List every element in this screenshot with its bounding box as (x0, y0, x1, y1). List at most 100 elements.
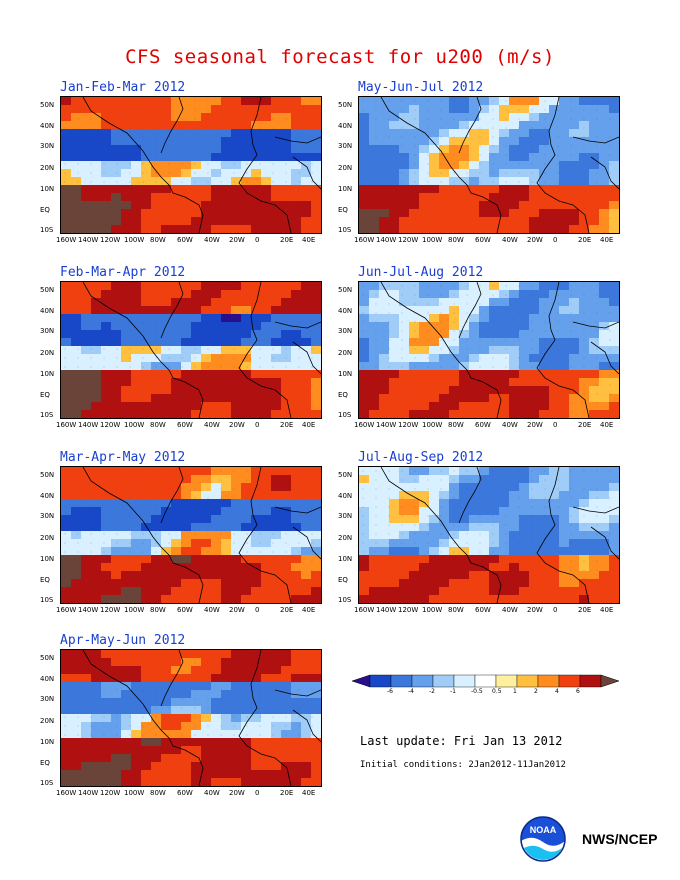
lat-label: 10S (338, 411, 352, 419)
color-legend: -6 -4 -2 -1 -0.5 0.5 1 2 4 6 (352, 674, 628, 698)
lat-label: 10S (338, 226, 352, 234)
lon-label: 60W (475, 236, 491, 244)
lon-label: 140W (376, 421, 397, 429)
panel-title: May-Jun-Jul 2012 (358, 80, 484, 95)
lon-label: 100W (124, 606, 145, 614)
lon-label: 160W (354, 236, 375, 244)
panel-title: Feb-Mar-Apr 2012 (60, 265, 186, 280)
lat-label: EQ (338, 391, 348, 399)
legend-label: -6 (387, 688, 393, 695)
last-update: Last update: Fri Jan 13 2012 (360, 734, 563, 748)
lon-label: 160W (56, 421, 77, 429)
coastline (82, 650, 321, 786)
lat-label: 50N (338, 471, 353, 479)
lat-label: 40N (338, 307, 353, 315)
lon-label: 160W (56, 236, 77, 244)
lon-label: 100W (124, 789, 145, 797)
lon-label: 20W (229, 789, 245, 797)
shaded-field (61, 650, 321, 786)
legend-label: -1 (450, 688, 456, 695)
legend-swatch (390, 674, 413, 688)
lon-label: 20E (578, 606, 592, 614)
agency-label: NWS/NCEP (582, 831, 658, 847)
lon-label: 20W (527, 236, 543, 244)
lon-label: 140W (78, 789, 99, 797)
lon-label: 120W (398, 606, 419, 614)
lat-label: 40N (338, 492, 353, 500)
lon-label: 40W (204, 789, 220, 797)
lon-label: 20W (229, 606, 245, 614)
lon-label: 40W (204, 421, 220, 429)
lon-label: 80W (150, 236, 166, 244)
lat-label: 10S (40, 596, 54, 604)
legend-swatch (516, 674, 539, 688)
legend-swatch (352, 674, 371, 688)
lon-label: 20E (578, 236, 592, 244)
lat-label: 20N (338, 534, 353, 542)
lat-label: EQ (40, 759, 50, 767)
lon-label: 40E (302, 606, 316, 614)
lon-label: 60W (475, 606, 491, 614)
forecast-map (358, 466, 620, 604)
lat-label: EQ (40, 206, 50, 214)
forecast-map (60, 281, 322, 419)
lon-label: 100W (422, 421, 443, 429)
lat-label: 30N (40, 142, 55, 150)
coastline (82, 282, 321, 418)
lat-label: 30N (40, 695, 55, 703)
shaded-field (359, 467, 619, 603)
lon-label: 140W (376, 236, 397, 244)
lat-label: 10N (338, 555, 353, 563)
lon-label: 120W (398, 421, 419, 429)
lon-label: 160W (354, 421, 375, 429)
lon-label: 40E (302, 421, 316, 429)
lon-label: 60W (177, 421, 193, 429)
lon-label: 140W (78, 606, 99, 614)
lat-label: EQ (40, 576, 50, 584)
legend-swatch (474, 674, 497, 688)
lon-label: 0 (255, 236, 260, 244)
legend-label: 4 (555, 688, 559, 695)
panel-title: Mar-Apr-May 2012 (60, 450, 186, 465)
legend-label: -0.5 (471, 688, 483, 695)
lat-label: 10S (40, 411, 54, 419)
lon-label: 100W (422, 236, 443, 244)
lat-label: 50N (40, 471, 55, 479)
lon-label: 40W (502, 606, 518, 614)
lon-label: 120W (398, 236, 419, 244)
lat-label: 30N (40, 327, 55, 335)
legend-swatch (558, 674, 581, 688)
lat-label: 20N (40, 164, 55, 172)
lon-label: 100W (422, 606, 443, 614)
lon-label: 20W (527, 421, 543, 429)
shaded-field (359, 282, 619, 418)
legend-label: 0.5 (492, 688, 502, 695)
lat-label: EQ (338, 576, 348, 584)
forecast-map (358, 281, 620, 419)
lon-label: 80W (448, 421, 464, 429)
lon-label: 140W (78, 236, 99, 244)
lon-label: 20W (229, 421, 245, 429)
lon-label: 0 (553, 606, 558, 614)
lat-label: 20N (40, 717, 55, 725)
lon-label: 60W (475, 421, 491, 429)
noaa-logo: NOAA (520, 816, 566, 862)
lon-label: 80W (448, 606, 464, 614)
legend-swatch (537, 674, 560, 688)
lat-label: 10S (338, 596, 352, 604)
lat-label: EQ (40, 391, 50, 399)
lon-label: 140W (376, 606, 397, 614)
lat-label: 20N (40, 534, 55, 542)
lon-label: 40E (600, 421, 614, 429)
lon-label: 120W (100, 236, 121, 244)
lon-label: 100W (124, 236, 145, 244)
lon-label: 40W (502, 421, 518, 429)
legend-colorbar (352, 674, 620, 688)
lon-label: 20E (578, 421, 592, 429)
coastline (82, 467, 321, 603)
legend-label: -2 (429, 688, 435, 695)
forecast-map (358, 96, 620, 234)
lon-label: 20W (229, 236, 245, 244)
initial-conditions: Initial conditions: 2Jan2012-11Jan2012 (360, 760, 566, 770)
lon-label: 20E (280, 236, 294, 244)
